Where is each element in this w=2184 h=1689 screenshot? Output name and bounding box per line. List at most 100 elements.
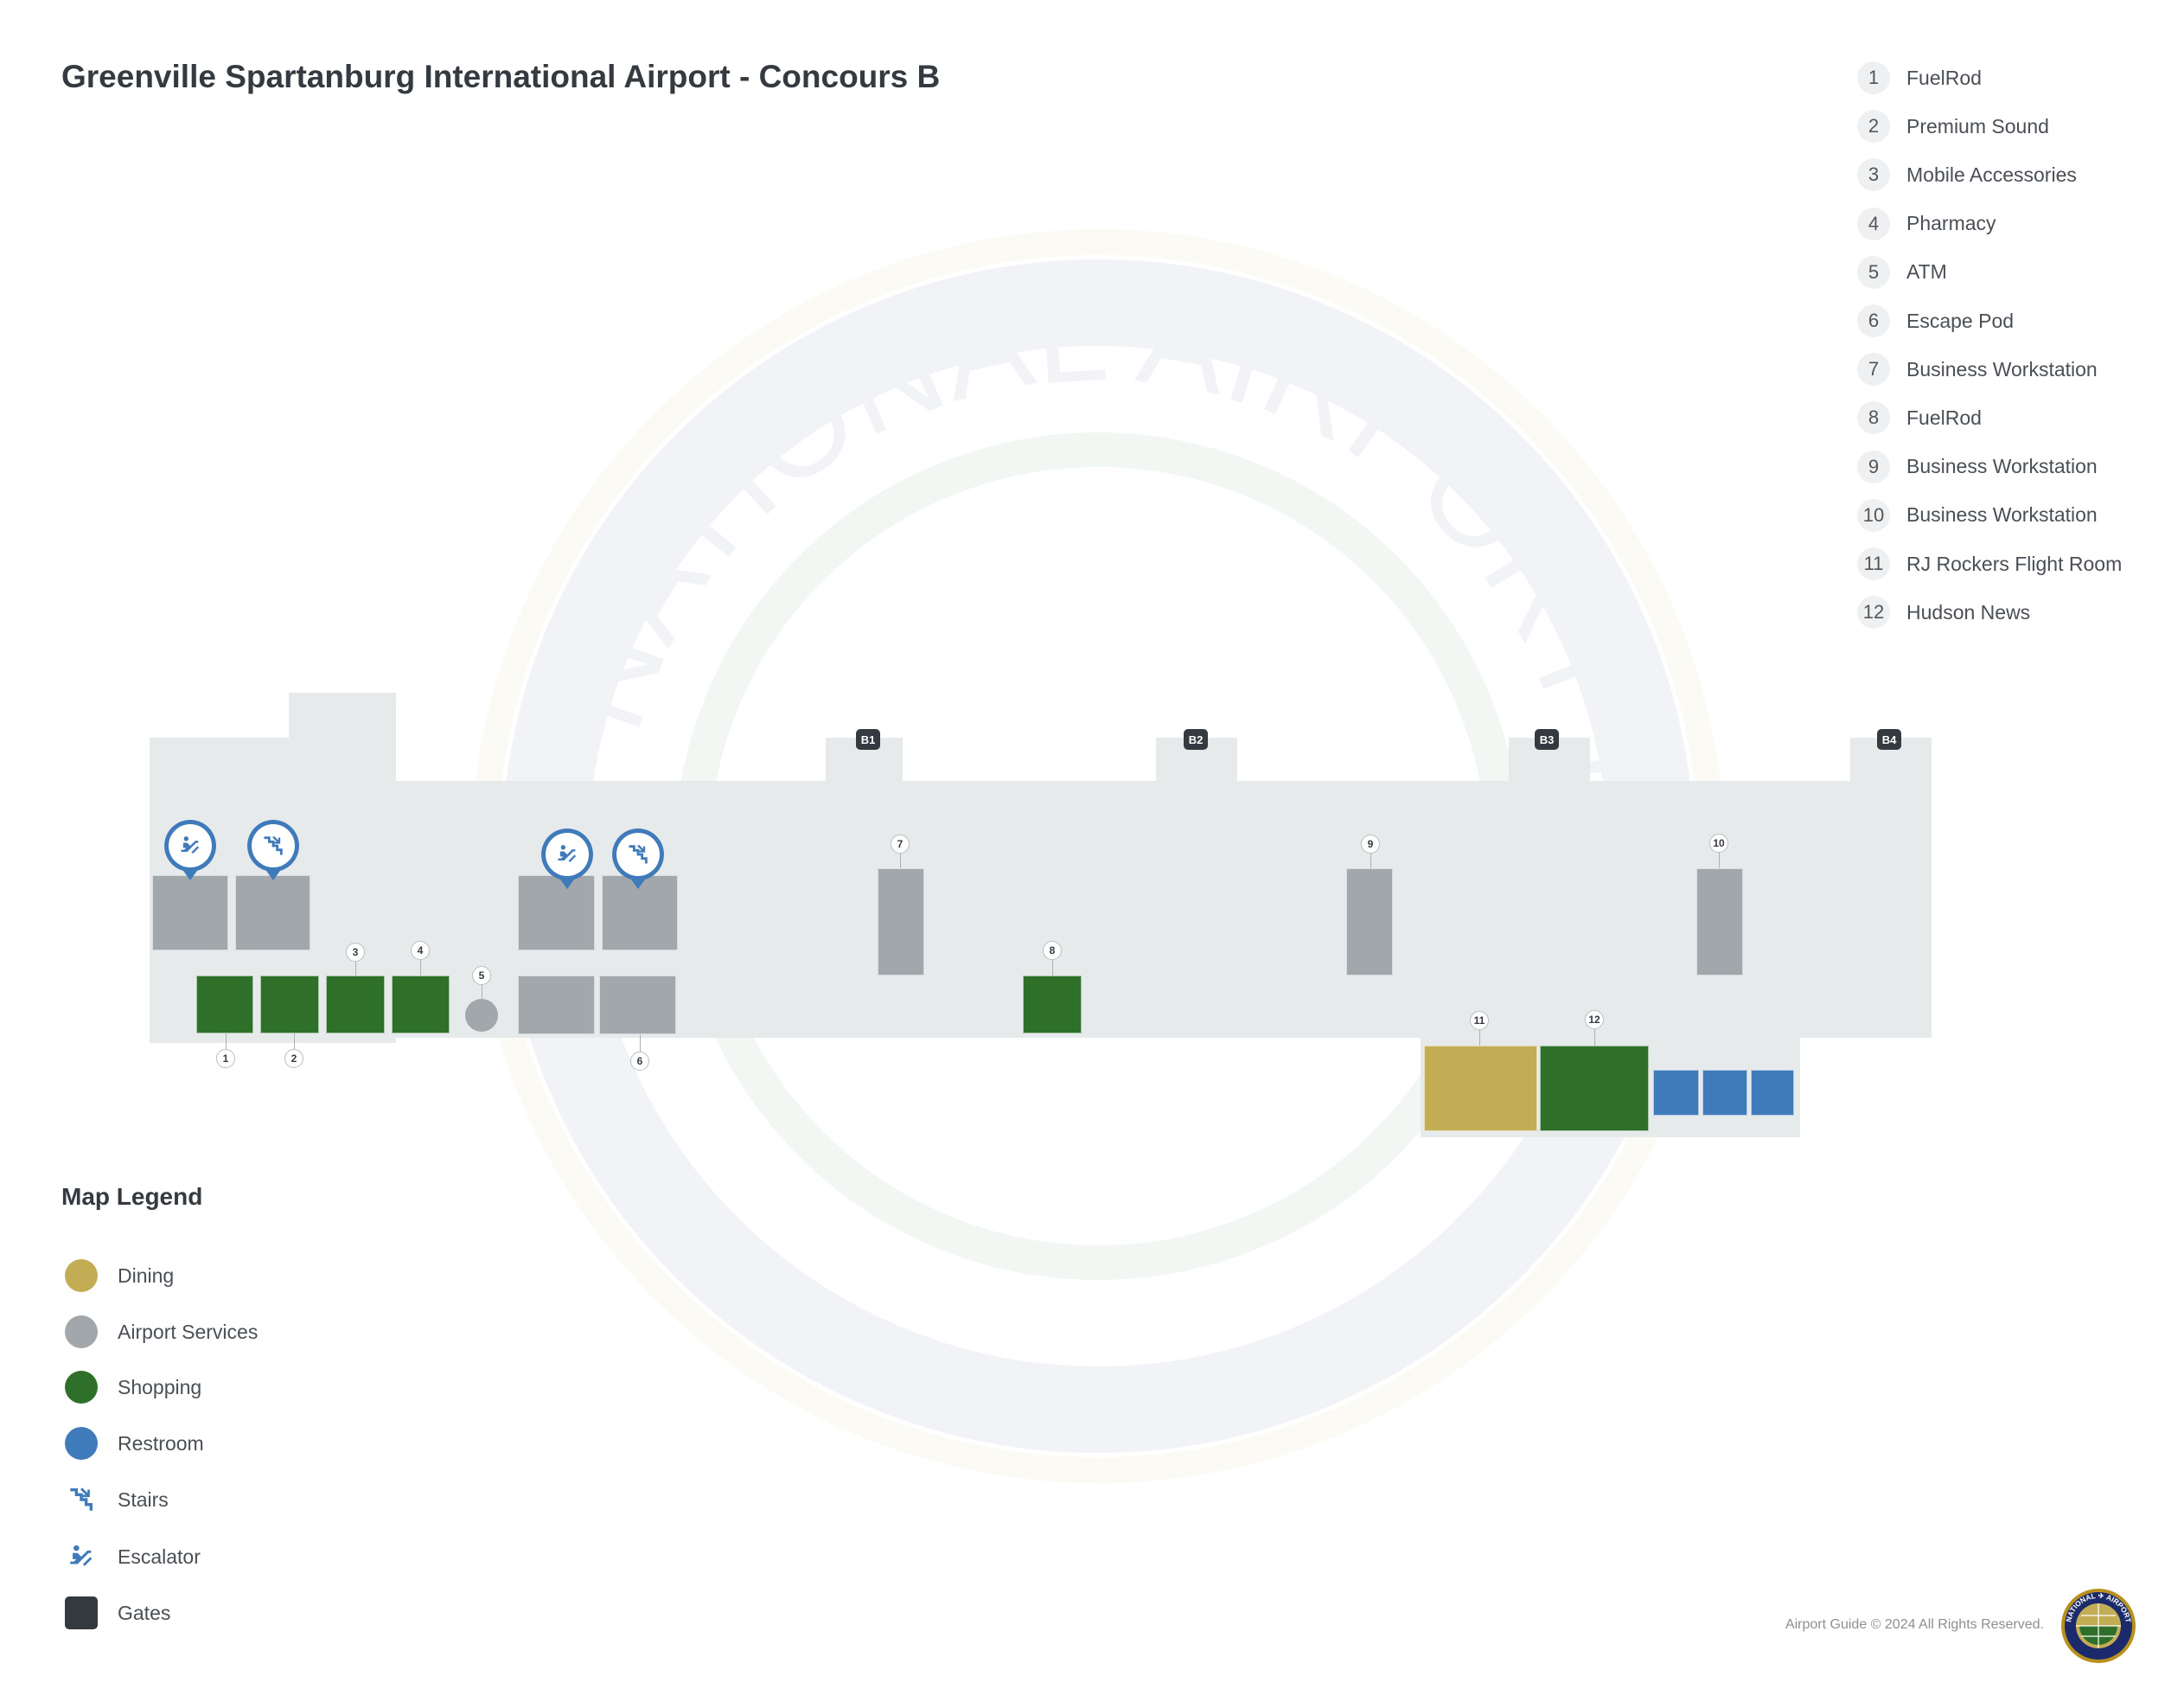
unit-3-mobile-accessories[interactable]	[326, 976, 385, 1033]
directory-number: 9	[1857, 450, 1890, 483]
leader-line	[420, 958, 421, 976]
legend-label: Airport Services	[118, 1320, 259, 1343]
directory-number: 1	[1857, 61, 1890, 94]
service-unit[interactable]	[518, 976, 595, 1034]
escalator-area[interactable]	[518, 875, 595, 950]
unit-badge-8[interactable]: 8	[1043, 941, 1062, 960]
legend-label: Gates	[118, 1601, 171, 1624]
leader-line	[226, 1033, 227, 1051]
unit-7-business-workstation[interactable]	[878, 868, 924, 976]
directory-number: 5	[1857, 255, 1890, 289]
restroom[interactable]	[1751, 1070, 1794, 1116]
directory-item[interactable]: 2 Premium Sound	[1857, 109, 2049, 144]
directory-item[interactable]: 9 Business Workstation	[1857, 450, 2098, 484]
leader-line	[640, 1034, 641, 1053]
directory-number: 3	[1857, 158, 1890, 192]
unit-12-hudson-news[interactable]	[1540, 1046, 1649, 1131]
legend-item-stairs: Stairs	[64, 1482, 169, 1517]
unit-badge-9[interactable]: 9	[1361, 835, 1380, 854]
directory-label: ATM	[1906, 260, 1947, 284]
legend-item-escalator: Escalator	[64, 1539, 201, 1574]
legend-item-gates: Gates	[64, 1596, 170, 1630]
stairs-area[interactable]	[235, 875, 310, 950]
unit-10-business-workstation[interactable]	[1696, 868, 1743, 976]
unit-1-fuelrod[interactable]	[196, 976, 253, 1033]
legend-label: Dining	[118, 1264, 175, 1287]
directory-label: FuelRod	[1906, 66, 1982, 89]
unit-badge-1[interactable]: 1	[216, 1049, 235, 1068]
leader-line	[1052, 958, 1053, 976]
directory-number: 6	[1857, 304, 1890, 337]
legend-label: Escalator	[118, 1545, 201, 1568]
unit-badge-7[interactable]: 7	[891, 835, 910, 854]
watermark-seal: NATIONAL AIRPORT DATABASE	[467, 225, 1725, 1483]
leader-line	[1479, 1028, 1480, 1046]
unit-2-premium-sound[interactable]	[260, 976, 319, 1033]
directory-label: Business Workstation	[1906, 503, 2098, 527]
restroom-swatch	[64, 1426, 99, 1461]
national-airport-database-logo: NATIONAL ✈ AIRPORT	[2061, 1589, 2136, 1663]
directory-label: Mobile Accessories	[1906, 163, 2077, 186]
unit-9-business-workstation[interactable]	[1346, 868, 1393, 976]
escalator-pin[interactable]	[163, 818, 218, 884]
unit-4-pharmacy[interactable]	[392, 976, 450, 1033]
unit-badge-10[interactable]: 10	[1709, 834, 1728, 853]
directory-label: Premium Sound	[1906, 114, 2049, 138]
legend-item-restroom: Restroom	[64, 1426, 204, 1461]
gate-b4[interactable]: B4	[1877, 729, 1901, 750]
legend-label: Stairs	[118, 1487, 169, 1511]
directory-item[interactable]: 3 Mobile Accessories	[1857, 157, 2077, 192]
leader-line	[900, 852, 901, 868]
directory-item[interactable]: 4 Pharmacy	[1857, 207, 1996, 241]
leader-line	[294, 1033, 295, 1051]
directory-item[interactable]: 8 FuelRod	[1857, 400, 1982, 435]
unit-badge-3[interactable]: 3	[346, 943, 365, 962]
unit-8-fuelrod[interactable]	[1023, 976, 1082, 1033]
legend-item-shopping: Shopping	[64, 1370, 201, 1404]
stairs-area[interactable]	[602, 875, 678, 950]
stairs-icon	[67, 1485, 96, 1514]
directory-label: Business Workstation	[1906, 357, 2098, 381]
restroom[interactable]	[1702, 1070, 1747, 1116]
unit-11-rj-rockers[interactable]	[1424, 1046, 1537, 1131]
directory-item[interactable]: 12 Hudson News	[1857, 595, 2030, 630]
directory-label: RJ Rockers Flight Room	[1906, 552, 2123, 575]
leader-line	[1594, 1027, 1595, 1046]
unit-6-escape-pod[interactable]	[599, 976, 676, 1034]
directory-item[interactable]: 11 RJ Rockers Flight Room	[1857, 547, 2122, 581]
legend-label: Restroom	[118, 1431, 204, 1455]
services-swatch	[64, 1315, 99, 1349]
page-title: Greenville Spartanburg International Air…	[61, 59, 941, 94]
unit-badge-2[interactable]: 2	[284, 1049, 303, 1068]
unit-5-atm[interactable]	[465, 999, 498, 1032]
legend-title: Map Legend	[61, 1183, 203, 1210]
unit-badge-6[interactable]: 6	[630, 1052, 649, 1071]
stairs-pin[interactable]	[246, 818, 301, 884]
unit-badge-4[interactable]: 4	[411, 941, 430, 960]
unit-badge-5[interactable]: 5	[472, 966, 491, 985]
escalator-area[interactable]	[152, 875, 228, 950]
directory-item[interactable]: 1 FuelRod	[1857, 61, 1982, 95]
unit-badge-12[interactable]: 12	[1585, 1010, 1604, 1029]
escalator-pin[interactable]	[540, 827, 595, 892]
directory-item[interactable]: 5 ATM	[1857, 255, 1947, 290]
floor-area	[289, 693, 396, 745]
directory-label: Escape Pod	[1906, 309, 2015, 332]
copyright-text: Airport Guide © 2024 All Rights Reserved…	[1785, 1617, 2044, 1632]
legend-item-dining: Dining	[64, 1258, 174, 1293]
directory-item[interactable]: 6 Escape Pod	[1857, 304, 2014, 338]
restroom[interactable]	[1653, 1070, 1699, 1116]
gate-b2[interactable]: B2	[1184, 729, 1208, 750]
directory-item[interactable]: 7 Business Workstation	[1857, 352, 2098, 387]
dining-swatch	[64, 1258, 99, 1293]
leader-line	[1370, 852, 1371, 868]
directory-label: Hudson News	[1906, 600, 2031, 624]
stairs-pin[interactable]	[610, 827, 666, 892]
unit-badge-11[interactable]: 11	[1470, 1011, 1489, 1030]
gate-b3[interactable]: B3	[1535, 729, 1559, 750]
directory-number: 11	[1857, 547, 1890, 580]
legend-label: Shopping	[118, 1375, 202, 1398]
directory-item[interactable]: 10 Business Workstation	[1857, 498, 2098, 533]
gate-b1[interactable]: B1	[856, 729, 880, 750]
directory-label: FuelRod	[1906, 406, 1982, 429]
